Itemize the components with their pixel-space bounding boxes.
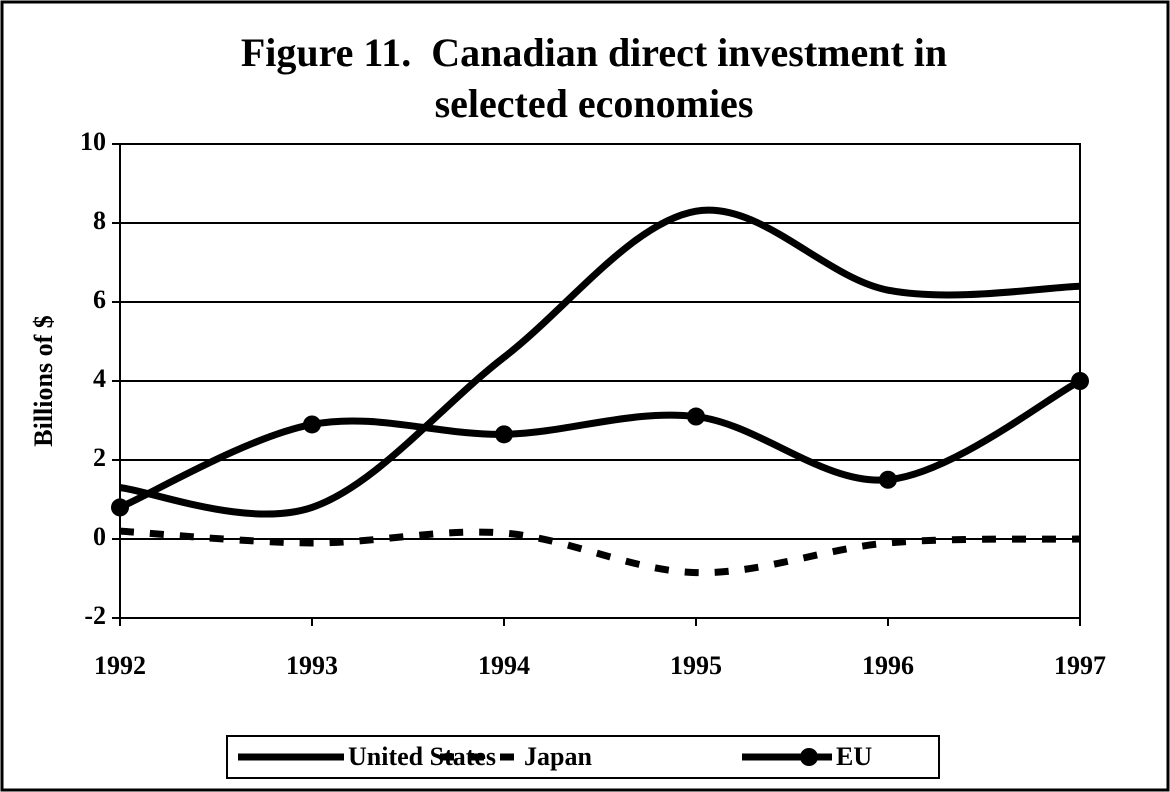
series-marker [879, 470, 897, 489]
series-marker [1071, 372, 1089, 390]
series-line [119, 527, 1081, 577]
chart-title: Figure 11. Canadian direct investment in [241, 30, 947, 75]
x-tick-label: 1993 [286, 651, 338, 680]
x-tick-label: 1995 [670, 651, 722, 680]
legend-label: Japan [524, 742, 592, 771]
legend-label: EU [836, 742, 872, 771]
series-line [119, 206, 1081, 518]
y-axis-label: Billions of $ [29, 315, 58, 446]
y-tick-label: 6 [93, 285, 106, 314]
x-tick-label: 1992 [94, 651, 146, 680]
series-line [118, 377, 1082, 511]
y-tick-label: 2 [93, 443, 106, 472]
y-tick-label: -2 [84, 601, 106, 630]
series-marker [495, 425, 513, 444]
x-tick-label: 1994 [478, 651, 530, 680]
y-tick-label: 10 [80, 127, 106, 156]
series-marker [687, 407, 705, 426]
x-tick-label: 1996 [862, 651, 914, 680]
y-tick-label: 8 [93, 206, 106, 235]
y-tick-label: 0 [93, 522, 106, 551]
y-tick-label: 4 [93, 364, 106, 393]
chart-title: selected economies [435, 81, 754, 126]
series-marker [303, 415, 321, 434]
series-marker [111, 498, 129, 517]
legend-marker [800, 748, 818, 766]
legend: United States Japan EU [226, 735, 940, 779]
x-tick-label: 1997 [1054, 651, 1106, 680]
